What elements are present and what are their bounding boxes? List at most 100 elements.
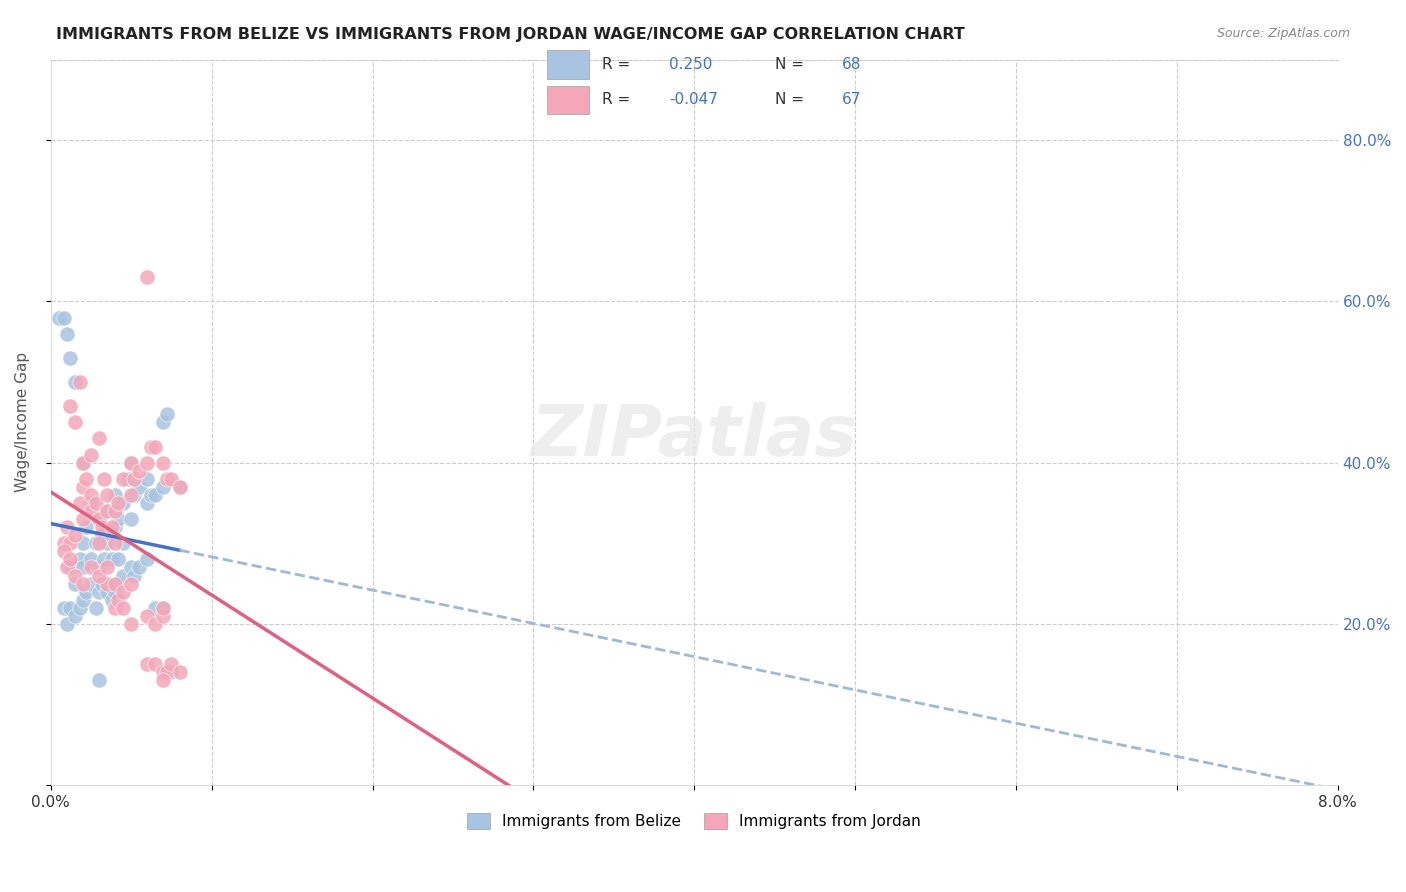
- Point: [145, 488, 167, 502]
- Point: [120, 616, 142, 631]
- Point: [72, 456, 94, 470]
- Text: -0.047: -0.047: [669, 93, 718, 107]
- Point: [87, 568, 110, 582]
- Text: R =: R =: [602, 93, 636, 107]
- Point: [75, 584, 97, 599]
- Point: [52, 310, 75, 325]
- Point: [80, 576, 103, 591]
- Point: [52, 544, 75, 558]
- Point: [87, 432, 110, 446]
- Point: [72, 512, 94, 526]
- Point: [156, 665, 179, 680]
- Point: [128, 464, 150, 478]
- Point: [87, 584, 110, 599]
- Point: [112, 536, 135, 550]
- Point: [93, 472, 115, 486]
- Text: 0.250: 0.250: [669, 57, 713, 72]
- Point: [117, 472, 139, 486]
- Point: [96, 584, 118, 599]
- Point: [56, 616, 79, 631]
- Point: [120, 576, 142, 591]
- Text: 67: 67: [842, 93, 862, 107]
- Point: [145, 440, 167, 454]
- Point: [96, 536, 118, 550]
- Point: [120, 512, 142, 526]
- Text: N =: N =: [775, 93, 808, 107]
- Point: [69, 496, 91, 510]
- Point: [104, 536, 127, 550]
- Point: [69, 375, 91, 389]
- Point: [101, 552, 124, 566]
- Point: [72, 576, 94, 591]
- Point: [104, 584, 127, 599]
- Point: [72, 536, 94, 550]
- Point: [63, 528, 86, 542]
- Point: [152, 456, 174, 470]
- Point: [80, 448, 103, 462]
- Point: [72, 592, 94, 607]
- Point: [93, 552, 115, 566]
- Point: [104, 600, 127, 615]
- Point: [72, 456, 94, 470]
- Point: [101, 520, 124, 534]
- Point: [59, 536, 82, 550]
- Point: [152, 665, 174, 680]
- Point: [112, 600, 135, 615]
- Point: [63, 568, 86, 582]
- Text: 68: 68: [842, 57, 862, 72]
- Point: [136, 270, 159, 285]
- Point: [107, 552, 129, 566]
- Point: [136, 552, 159, 566]
- Point: [152, 600, 174, 615]
- Point: [80, 496, 103, 510]
- Text: N =: N =: [775, 57, 808, 72]
- Text: IMMIGRANTS FROM BELIZE VS IMMIGRANTS FROM JORDAN WAGE/INCOME GAP CORRELATION CHA: IMMIGRANTS FROM BELIZE VS IMMIGRANTS FRO…: [56, 27, 965, 42]
- Point: [87, 512, 110, 526]
- Point: [120, 456, 142, 470]
- Point: [96, 488, 118, 502]
- Point: [72, 560, 94, 574]
- Point: [84, 496, 107, 510]
- Legend: Immigrants from Belize, Immigrants from Jordan: Immigrants from Belize, Immigrants from …: [461, 807, 928, 836]
- Point: [75, 520, 97, 534]
- Point: [160, 472, 183, 486]
- Point: [120, 488, 142, 502]
- Point: [124, 568, 146, 582]
- Point: [104, 520, 127, 534]
- Point: [96, 504, 118, 518]
- Point: [152, 415, 174, 429]
- Point: [80, 488, 103, 502]
- Point: [156, 472, 179, 486]
- Point: [160, 657, 183, 672]
- Point: [56, 326, 79, 341]
- Point: [101, 592, 124, 607]
- Point: [112, 472, 135, 486]
- Point: [152, 600, 174, 615]
- Point: [112, 584, 135, 599]
- Point: [52, 600, 75, 615]
- Point: [69, 552, 91, 566]
- Point: [107, 592, 129, 607]
- Point: [96, 504, 118, 518]
- Text: ZIPatlas: ZIPatlas: [530, 402, 858, 471]
- Point: [91, 520, 114, 534]
- Point: [104, 504, 127, 518]
- Point: [59, 600, 82, 615]
- Point: [152, 480, 174, 494]
- Point: [87, 560, 110, 574]
- Point: [80, 552, 103, 566]
- Point: [136, 657, 159, 672]
- Point: [136, 472, 159, 486]
- Point: [120, 560, 142, 574]
- Point: [156, 665, 179, 680]
- Point: [48, 310, 70, 325]
- Point: [120, 456, 142, 470]
- Point: [59, 351, 82, 365]
- Point: [124, 472, 146, 486]
- Point: [139, 440, 162, 454]
- Point: [72, 480, 94, 494]
- Point: [136, 608, 159, 623]
- Point: [145, 600, 167, 615]
- Point: [107, 576, 129, 591]
- Point: [104, 576, 127, 591]
